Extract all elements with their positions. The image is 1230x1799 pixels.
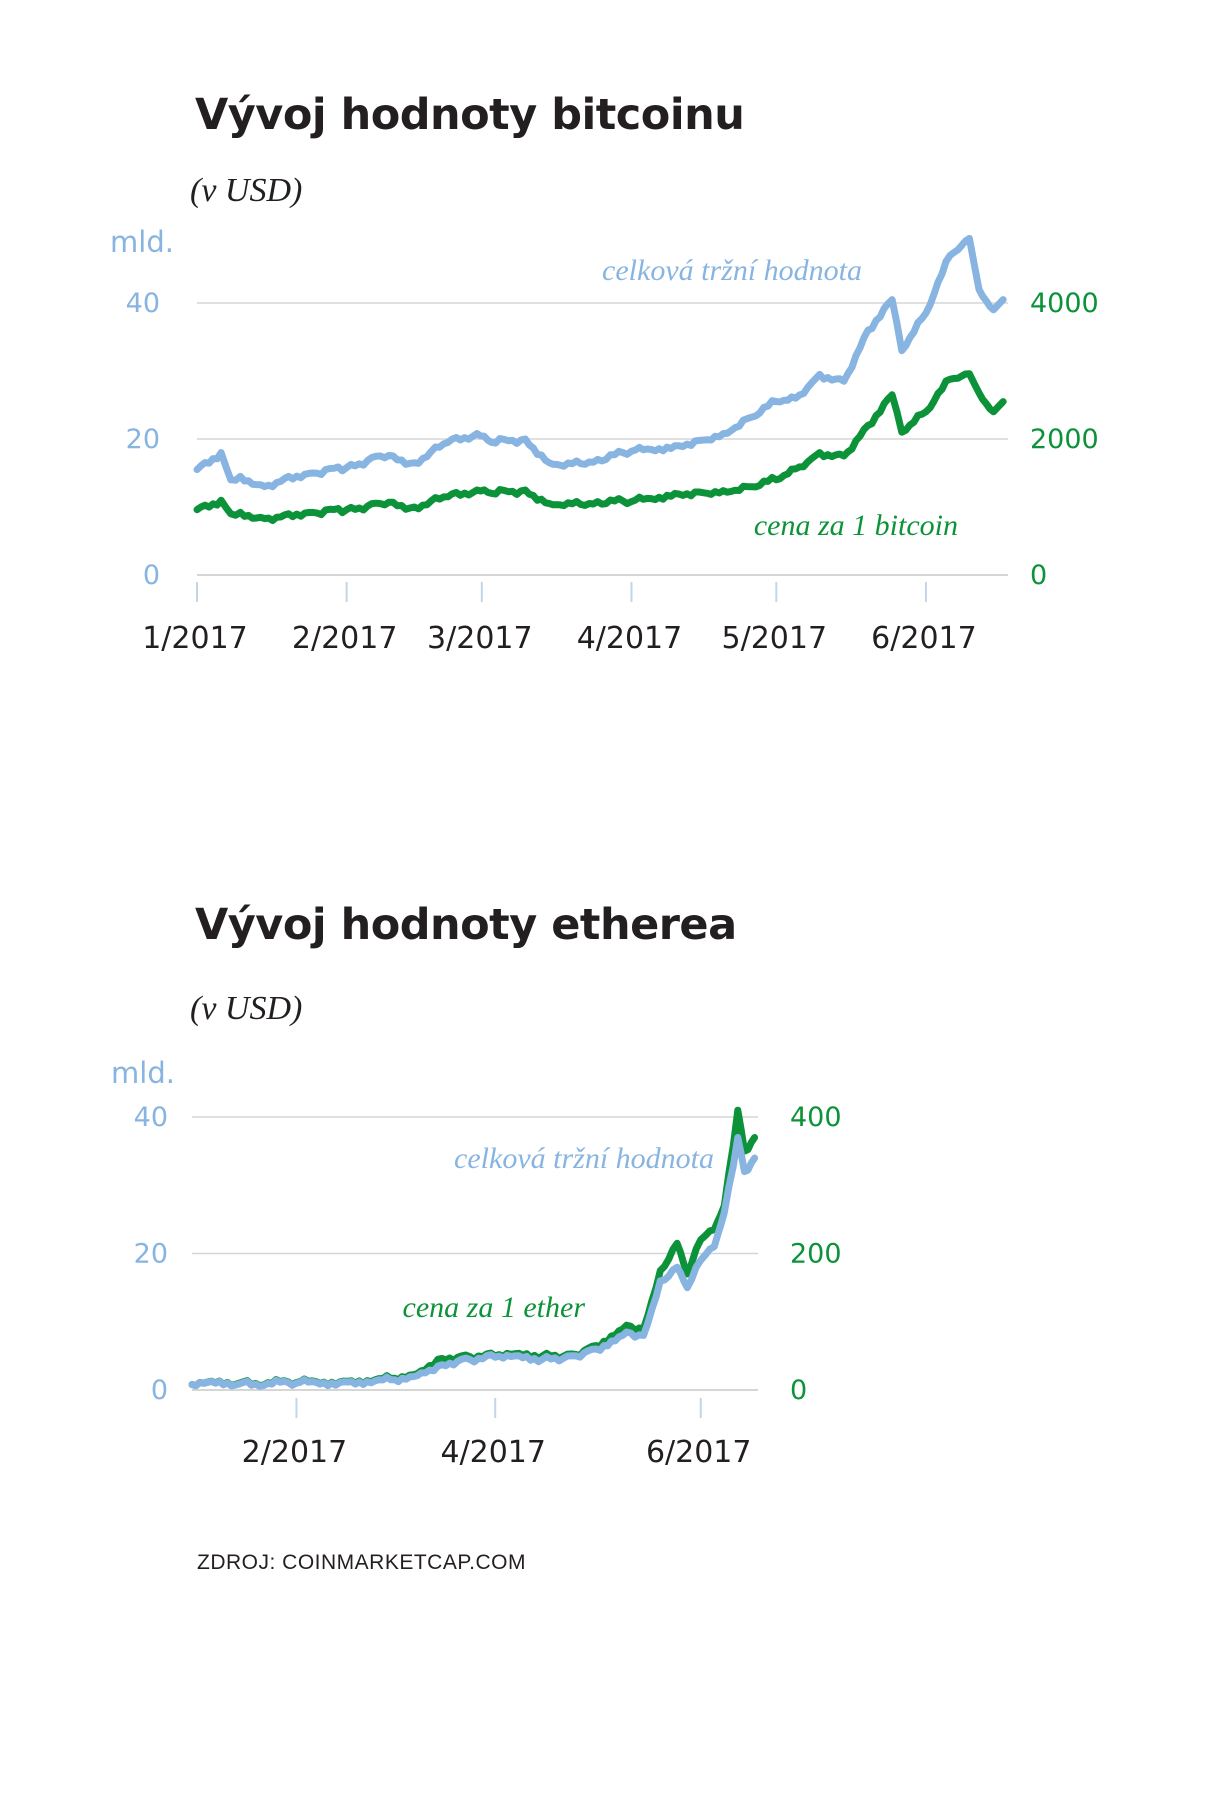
left-axis-tick-label: 0 <box>143 560 160 591</box>
left-axis-tick-label: 40 <box>134 1102 168 1133</box>
chart-title-ether: Vývoj hodnoty etherea <box>195 900 737 950</box>
right-axis-tick-label: 2000 <box>1030 424 1099 455</box>
right-axis-tick-label: 0 <box>1030 560 1047 591</box>
series-label-market-cap: celková tržní hodnota <box>454 1142 714 1175</box>
x-axis-tick-label: 2/2017 <box>242 1435 348 1470</box>
left-axis-tick-label: 0 <box>151 1375 168 1406</box>
chart-title-bitcoin: Vývoj hodnoty bitcoinu <box>195 90 745 140</box>
series-label-market-cap: celková tržní hodnota <box>602 254 862 287</box>
series-line-market-cap <box>193 234 1007 491</box>
right-axis-tick-label: 4000 <box>1030 288 1099 319</box>
x-axis-tick-label: 6/2017 <box>871 621 977 656</box>
x-axis-tick-label: 1/2017 <box>142 621 248 656</box>
right-axis-tick-label: 400 <box>790 1102 842 1133</box>
right-axis-tick-label: 0 <box>790 1375 807 1406</box>
left-axis-tick-label: 40 <box>126 288 160 319</box>
left-axis-unit: mld. <box>110 225 174 259</box>
left-axis-tick-label: 20 <box>126 424 160 455</box>
series-line-market-cap <box>188 1134 759 1390</box>
left-axis-unit: mld. <box>111 1056 175 1090</box>
x-axis-tick-label: 6/2017 <box>646 1435 752 1470</box>
series-label-price: cena za 1 bitcoin <box>754 509 958 542</box>
x-axis-tick-label: 5/2017 <box>722 621 828 656</box>
bitcoin-chart: 0 20 40 0 2000 4000 mld. 1/2017 2/2017 3/2017 4/20… <box>110 225 1099 656</box>
source-note: ZDROJ: COINMARKETCAP.COM <box>197 1551 526 1574</box>
chart-subtitle-ether: (v USD) <box>190 990 303 1027</box>
x-axis-tick-label: 4/2017 <box>577 621 683 656</box>
series-line-price <box>193 370 1007 524</box>
right-axis-tick-label: 200 <box>790 1239 842 1270</box>
x-axis-tick-label: 4/2017 <box>440 1435 546 1470</box>
x-axis-tick-label: 3/2017 <box>427 621 533 656</box>
left-axis-tick-label: 20 <box>134 1239 168 1270</box>
series-label-price: cena za 1 ether <box>403 1291 586 1324</box>
x-axis-tick-label: 2/2017 <box>292 621 398 656</box>
chart-subtitle-bitcoin: (v USD) <box>190 172 303 209</box>
